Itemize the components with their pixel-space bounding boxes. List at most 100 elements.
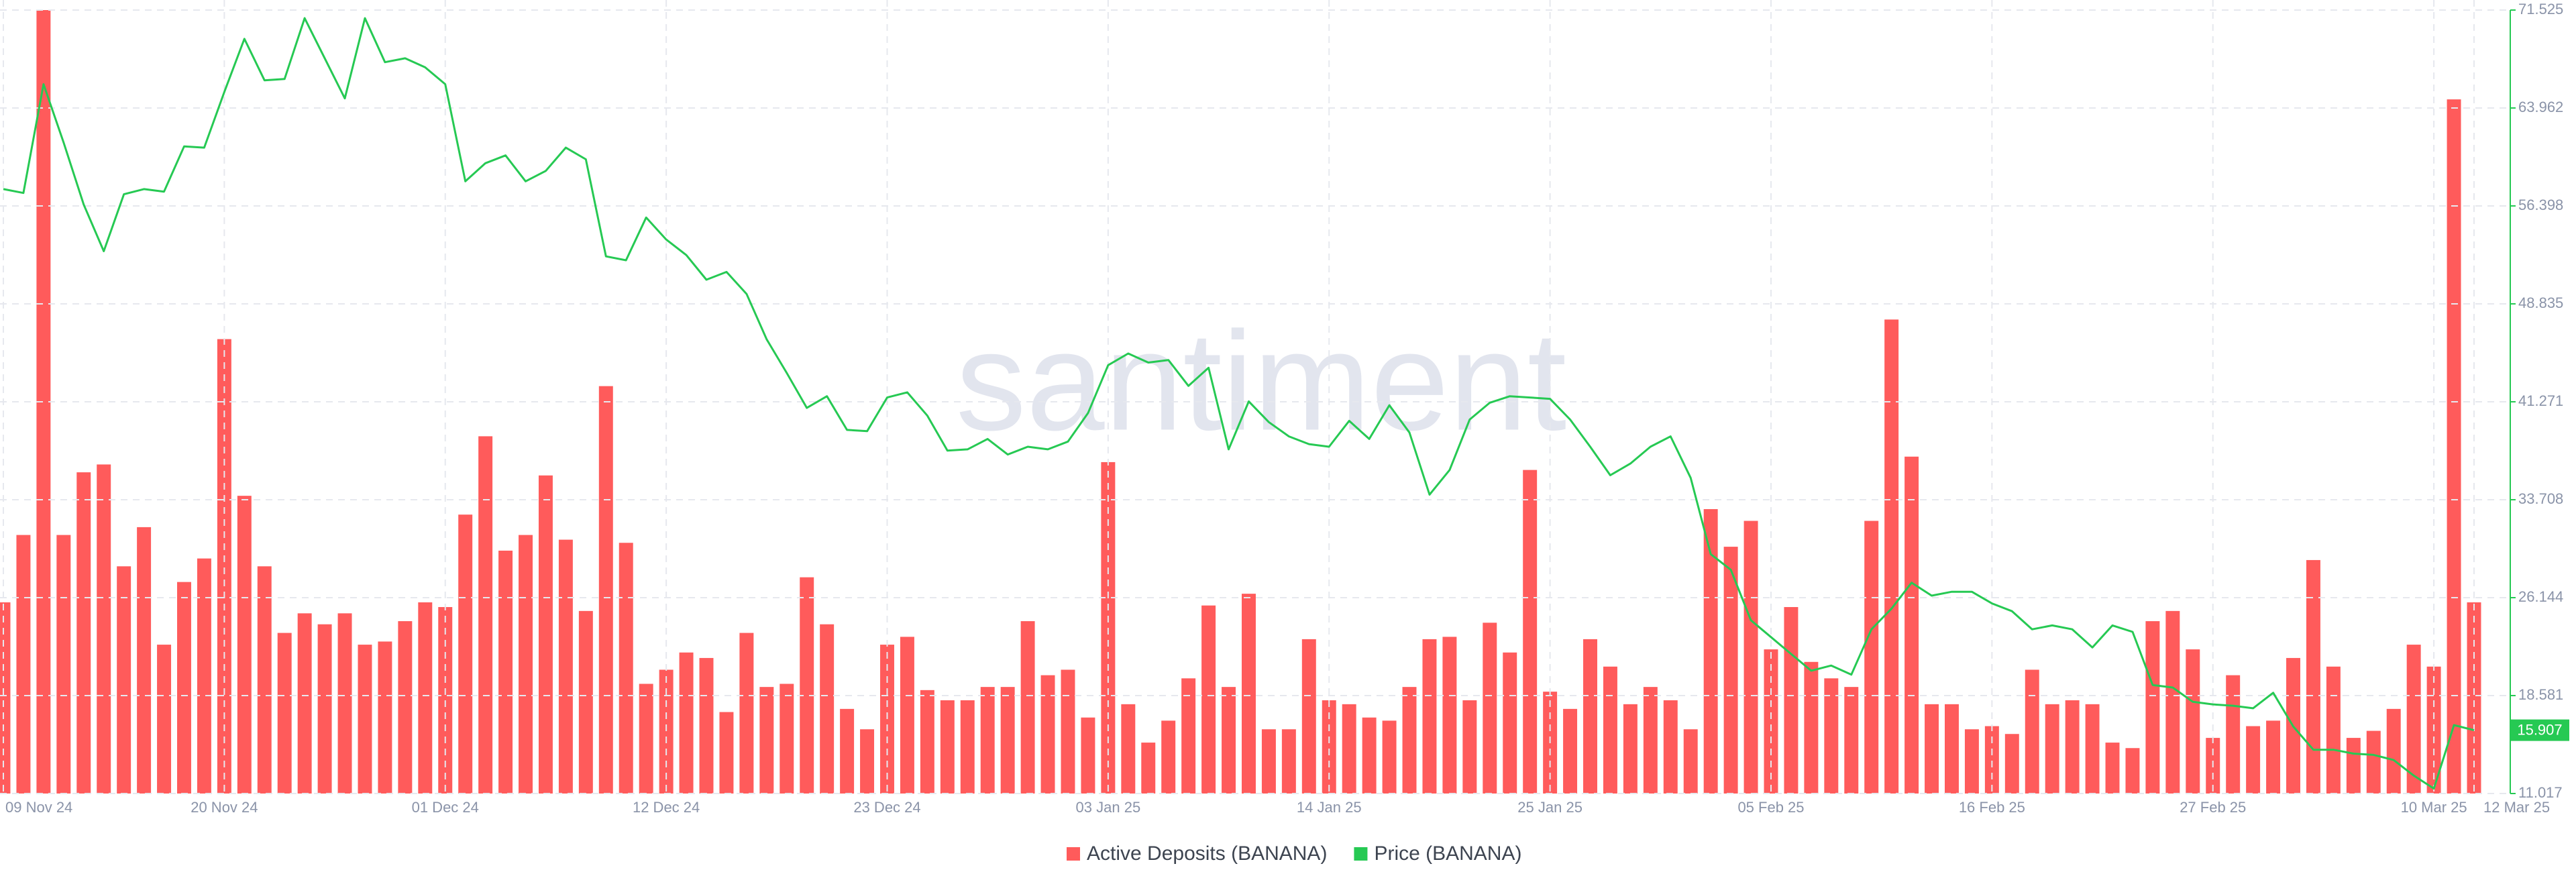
bar xyxy=(197,558,211,794)
bar xyxy=(820,624,835,794)
bar xyxy=(880,645,894,794)
bar xyxy=(1764,649,1778,794)
bar xyxy=(0,602,11,794)
bar xyxy=(1944,704,1959,794)
bar xyxy=(2306,559,2320,794)
legend-label: Active Deposits (BANANA) xyxy=(1087,842,1327,865)
bar xyxy=(759,687,774,794)
bar xyxy=(558,539,573,794)
bar xyxy=(478,436,493,794)
bar xyxy=(157,645,172,794)
bar xyxy=(1442,637,1457,794)
bar xyxy=(317,624,332,794)
bar xyxy=(1382,720,1397,794)
x-tick-label: 23 Dec 24 xyxy=(853,799,920,816)
bar xyxy=(2125,748,2140,794)
y2-tick-label: 11.017 xyxy=(2518,784,2563,801)
x-tick-label: 16 Feb 25 xyxy=(1959,799,2025,816)
bar xyxy=(237,496,252,794)
bar xyxy=(1161,720,1176,794)
bar xyxy=(679,652,694,794)
bar xyxy=(1141,743,1156,794)
bar xyxy=(1422,639,1437,794)
bar xyxy=(519,535,533,794)
bar xyxy=(980,687,995,794)
bar xyxy=(1864,521,1879,794)
bar xyxy=(1925,704,1939,794)
bar xyxy=(2266,720,2281,794)
bar xyxy=(1000,687,1015,794)
x-tick-label: 09 Nov 24 xyxy=(5,799,72,816)
bar xyxy=(1784,607,1799,794)
bar xyxy=(2366,730,2381,794)
bar xyxy=(257,566,272,794)
y2-tick-label: 26.144 xyxy=(2518,588,2563,605)
bar xyxy=(1503,652,1517,794)
bar xyxy=(358,645,372,794)
bar xyxy=(639,684,653,794)
bar xyxy=(538,475,553,794)
bar xyxy=(277,633,292,794)
bar xyxy=(1020,621,1035,794)
bar xyxy=(2145,621,2160,794)
bar xyxy=(2406,645,2421,794)
bar xyxy=(2386,708,2401,794)
bar xyxy=(840,708,855,794)
bar xyxy=(1683,729,1698,794)
bar xyxy=(1904,456,1919,794)
bar xyxy=(1844,687,1859,794)
y2-tick-label: 41.271 xyxy=(2518,392,2563,409)
bar xyxy=(2025,669,2039,794)
bar xyxy=(1623,704,1638,794)
bar xyxy=(1743,521,1758,794)
bar xyxy=(1603,666,1617,794)
bar xyxy=(1462,700,1477,794)
bar xyxy=(1121,704,1136,794)
bar xyxy=(458,514,473,794)
bar xyxy=(337,613,352,794)
bar xyxy=(659,669,674,794)
bar xyxy=(1101,461,1116,794)
bar xyxy=(76,472,91,794)
y2-tick-label: 33.708 xyxy=(2518,490,2563,507)
bar xyxy=(2346,738,2361,794)
y2-tick-label: 63.962 xyxy=(2518,99,2563,115)
bar xyxy=(2165,610,2180,794)
bar xyxy=(16,535,31,794)
bar xyxy=(2447,99,2461,794)
bar xyxy=(1261,729,1276,794)
bar xyxy=(1241,594,1256,794)
bar xyxy=(1402,687,1417,794)
bar xyxy=(2186,649,2200,794)
bar xyxy=(1040,675,1055,794)
bar xyxy=(739,633,754,794)
bar xyxy=(378,641,392,794)
legend-label: Price (BANANA) xyxy=(1374,842,1521,865)
bar xyxy=(297,613,312,794)
bar xyxy=(418,602,433,794)
bar xyxy=(1181,678,1196,794)
bar xyxy=(1984,726,1999,794)
x-tick-label: 01 Dec 24 xyxy=(412,799,479,816)
price-line xyxy=(3,17,2475,790)
bar xyxy=(2045,704,2059,794)
x-tick-label: 12 Dec 24 xyxy=(633,799,700,816)
bar xyxy=(1583,639,1597,794)
bar xyxy=(177,582,191,794)
legend-swatch xyxy=(1354,847,1368,861)
bar xyxy=(1342,704,1356,794)
bar xyxy=(1884,319,1899,794)
bar xyxy=(2105,743,2120,794)
bar xyxy=(1201,605,1216,794)
bar xyxy=(498,550,513,794)
bar xyxy=(1281,729,1296,794)
bar xyxy=(578,610,593,794)
bar xyxy=(1301,639,1316,794)
watermark: santiment xyxy=(956,302,1566,459)
bar xyxy=(699,657,714,794)
bar xyxy=(56,535,71,794)
last-value-tag xyxy=(2510,719,2569,741)
bar xyxy=(1322,700,1336,794)
